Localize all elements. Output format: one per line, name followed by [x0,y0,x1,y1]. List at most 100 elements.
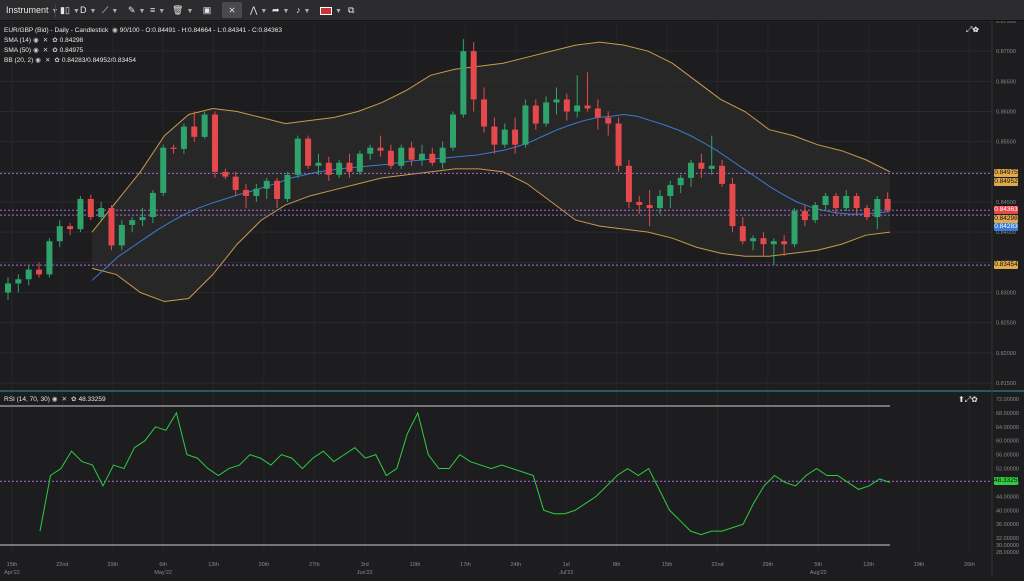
close-icon[interactable]: ✕ [61,396,68,403]
y-tick-label: 0.86500 [996,79,1016,85]
move-up-icon: ⬆ [958,395,965,404]
fibonacci-icon: ≡ [150,5,156,15]
chevron-down-icon: ▼ [303,8,311,15]
alert-menu[interactable]: ♪ ▼ [296,2,310,18]
crosshair-button[interactable]: ⨯ [222,2,242,18]
rsi-panel-controls[interactable]: ⬆⤢✿ [958,395,978,405]
price-tag: 0.83454 [994,261,1018,270]
eye-icon[interactable]: ◉ [112,27,118,34]
candle-body [688,162,695,178]
candle-body [46,241,53,275]
candle-body [160,147,167,193]
sma14-label: SMA (14) [4,37,32,44]
candle-body [543,102,550,124]
eye-icon[interactable]: ◉ [51,396,58,403]
bell-icon: ♪ [296,5,301,15]
rsi-tick-label: 68.00000 [996,411,1019,417]
price-chart[interactable]: 0.875000.870000.865000.860000.855000.850… [0,19,1024,576]
candle-body [677,177,684,186]
candle-body [450,114,456,148]
candle-body [584,105,591,109]
price-tag: 0.84975 [994,169,1018,178]
fibonacci-menu[interactable]: ≡ ▼ [150,2,165,18]
candle-body [108,208,115,246]
candle-body [605,117,612,124]
maximize-main-button[interactable]: ⤢✿ [966,25,979,35]
legend-instrument: EUR/GBP (Bid) - Daily - Candlestick [4,27,109,34]
eye-icon[interactable]: ◉ [35,57,41,64]
rsi-tick-label: 60.00000 [996,439,1019,445]
popout-button[interactable]: ⧉ [348,2,354,18]
y-tick-label: 0.83000 [996,291,1016,297]
chevron-down-icon: ▼ [282,8,290,15]
x-tick-label: 22nd [56,562,68,568]
legend-ohlc: 90/100 - O:0.84491 - H:0.84664 - L:0.843… [119,27,283,34]
legend-main: EUR/GBP (Bid) - Daily - Candlestick ◉ 90/… [4,26,282,36]
rsi-tick-label: 44.00000 [996,494,1019,500]
y-tick-label: 0.84500 [996,200,1016,206]
chevron-down-icon: ▼ [260,8,268,15]
chart-area[interactable]: 0.875000.870000.865000.860000.855000.850… [0,19,1024,576]
legend-sma14: SMA (14) ◉ ✕ ✿ 0.84298 [4,36,282,46]
instrument-menu[interactable]: Instrument▼ [6,2,58,18]
candle-body [801,211,808,221]
candle-body [253,188,260,196]
gear-icon[interactable]: ✿ [71,396,77,403]
x-tick-label: 22nd [711,562,723,568]
candle-body [25,269,32,280]
layout-button[interactable]: ▣ [200,2,214,18]
candle-body [781,241,788,245]
chart-type-menu[interactable]: ▮▯ ▼ [60,2,80,18]
indicator-icon: ⋀ [250,5,258,15]
pencil-icon: ✎ [128,5,136,15]
candle-body [274,180,281,199]
close-icon[interactable]: ✕ [42,37,49,44]
gear-icon[interactable]: ✿ [54,57,60,64]
gear-icon[interactable]: ✿ [52,37,58,44]
rsi-tick-label: 28.00000 [996,550,1019,556]
trash-icon: 🗑 [172,5,184,15]
candle-body [574,105,581,112]
rsi-tick-label: 32.00000 [996,536,1019,542]
share-menu[interactable]: ➦ ▼ [272,2,289,18]
candle-body [367,147,374,154]
rsi-tick-label: 72.00000 [996,397,1019,403]
x-tick-label: 8th [613,562,621,568]
y-tick-label: 0.87500 [996,21,1016,25]
eye-icon[interactable]: ◉ [33,37,39,44]
x-tick-sublabel: May'22 [154,570,172,576]
close-icon[interactable]: ✕ [42,47,49,54]
annotation-menu[interactable]: ✎ ▼ [128,2,145,18]
candle-body [863,208,870,218]
candle-body [491,126,498,145]
y-tick-label: 0.87000 [996,49,1016,55]
candle-body [853,195,860,209]
drawing-tools-menu[interactable]: ⟋ ▼ [102,2,118,18]
candle-body [305,138,312,166]
gear-icon[interactable]: ✿ [52,47,58,54]
close-icon[interactable]: ✕ [44,57,51,64]
interval-menu[interactable]: D ▼ [80,2,96,18]
legend-bb: BB (20, 2) ◉ ✕ ✿ 0.84283/0.84952/0.83454 [4,56,282,66]
legend-sma50: SMA (50) ◉ ✕ ✿ 0.84975 [4,46,282,56]
candle-body [5,283,11,293]
x-tick-label: 1st [563,562,571,568]
candle-body [356,153,363,172]
language-menu[interactable]: ▼ [320,2,342,18]
candle-body [625,165,632,202]
x-tick-label: 19th [914,562,925,568]
bb-value: 0.84283/0.84952/0.83454 [61,57,136,64]
rsi-tick-label: 64.00000 [996,425,1019,431]
x-tick-label: 29th [107,562,118,568]
candle-body [336,162,343,175]
candle-body [170,147,177,149]
delete-menu[interactable]: 🗑 ▼ [172,2,193,18]
candle-body [832,195,839,209]
indicators-menu[interactable]: ⋀ ▼ [250,2,267,18]
candle-body [325,162,332,175]
popout-icon: ⧉ [348,5,355,15]
eye-icon[interactable]: ◉ [33,47,39,54]
y-tick-label: 0.81500 [996,381,1016,387]
candle-body [563,99,570,112]
candle-body [77,198,84,230]
